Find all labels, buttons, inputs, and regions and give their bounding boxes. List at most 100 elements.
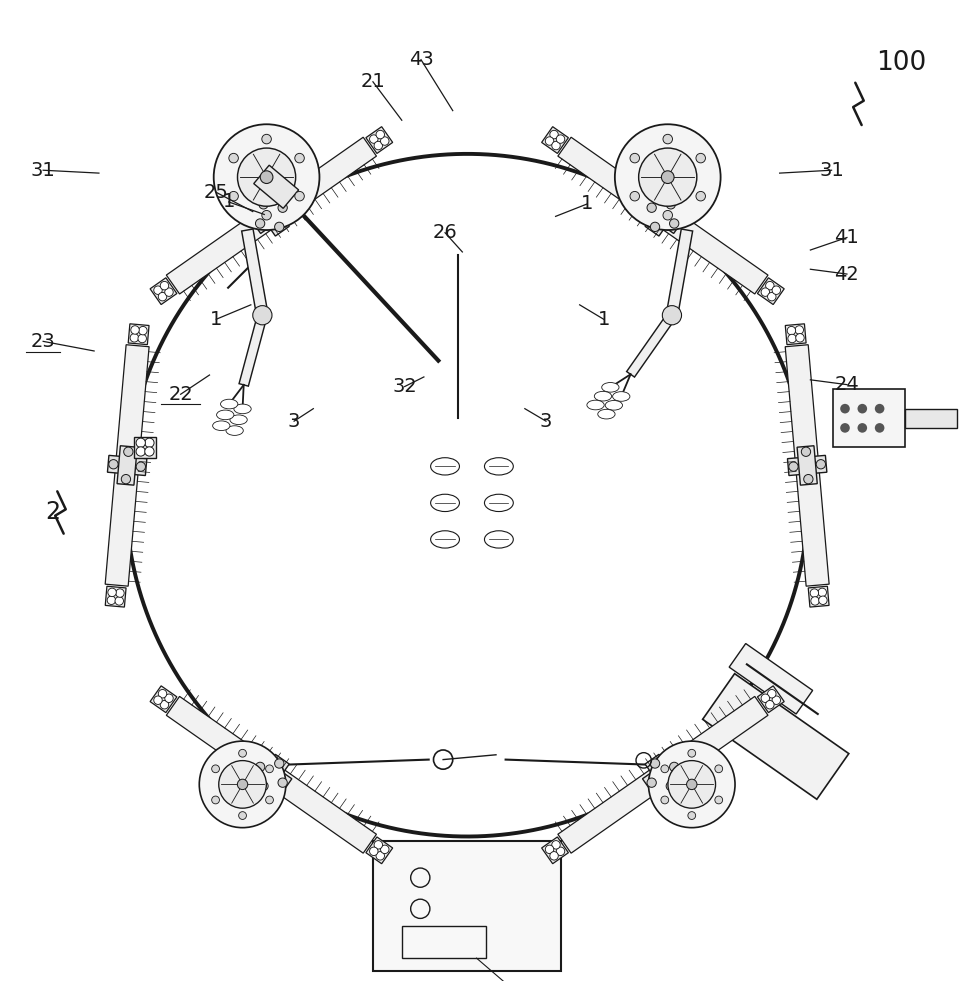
Polygon shape xyxy=(150,686,177,713)
Text: 100: 100 xyxy=(876,50,926,76)
Ellipse shape xyxy=(601,383,619,392)
Polygon shape xyxy=(797,446,817,485)
Circle shape xyxy=(237,779,248,790)
Ellipse shape xyxy=(430,494,459,512)
Circle shape xyxy=(260,171,273,183)
Polygon shape xyxy=(117,446,137,485)
Circle shape xyxy=(663,210,672,220)
Polygon shape xyxy=(703,674,849,799)
Circle shape xyxy=(715,796,722,804)
Polygon shape xyxy=(785,345,819,466)
Polygon shape xyxy=(134,437,156,458)
Polygon shape xyxy=(105,464,138,586)
Circle shape xyxy=(374,141,383,150)
Circle shape xyxy=(381,137,389,145)
Circle shape xyxy=(875,404,885,413)
Circle shape xyxy=(376,852,385,860)
Circle shape xyxy=(858,404,867,413)
Circle shape xyxy=(818,588,827,597)
Circle shape xyxy=(696,191,706,201)
Circle shape xyxy=(550,130,558,139)
Circle shape xyxy=(545,137,554,145)
Circle shape xyxy=(266,765,274,773)
Circle shape xyxy=(669,762,679,772)
Polygon shape xyxy=(757,686,784,713)
Circle shape xyxy=(649,741,735,828)
Circle shape xyxy=(295,191,305,201)
Circle shape xyxy=(796,334,805,342)
Text: 21: 21 xyxy=(361,72,385,91)
Ellipse shape xyxy=(230,415,248,425)
Ellipse shape xyxy=(234,404,251,414)
Ellipse shape xyxy=(598,409,615,419)
Text: 22: 22 xyxy=(168,385,193,404)
Polygon shape xyxy=(265,137,376,225)
Text: 42: 42 xyxy=(835,265,860,284)
Polygon shape xyxy=(642,198,684,233)
Circle shape xyxy=(789,462,798,471)
Polygon shape xyxy=(251,198,292,233)
Circle shape xyxy=(696,153,706,163)
Polygon shape xyxy=(558,137,669,225)
Circle shape xyxy=(630,191,639,201)
Circle shape xyxy=(374,841,383,849)
Polygon shape xyxy=(657,206,768,294)
Circle shape xyxy=(819,596,827,604)
Polygon shape xyxy=(757,278,784,305)
Ellipse shape xyxy=(226,426,244,435)
Circle shape xyxy=(136,447,145,456)
Circle shape xyxy=(116,589,124,597)
Text: 32: 32 xyxy=(393,377,417,396)
Bar xyxy=(401,926,485,958)
Circle shape xyxy=(768,292,777,301)
Text: 31: 31 xyxy=(819,161,844,180)
Circle shape xyxy=(164,694,173,702)
Circle shape xyxy=(556,135,565,143)
Circle shape xyxy=(550,852,558,860)
Ellipse shape xyxy=(484,494,513,512)
Circle shape xyxy=(278,778,287,787)
Ellipse shape xyxy=(595,391,611,401)
Polygon shape xyxy=(366,127,393,153)
Circle shape xyxy=(787,326,796,335)
Circle shape xyxy=(161,700,168,709)
Circle shape xyxy=(816,460,826,469)
Circle shape xyxy=(109,460,118,469)
Circle shape xyxy=(199,741,286,828)
Polygon shape xyxy=(642,757,684,793)
Polygon shape xyxy=(116,345,149,466)
Circle shape xyxy=(811,597,819,605)
Circle shape xyxy=(121,474,131,484)
Circle shape xyxy=(766,281,774,290)
Circle shape xyxy=(131,334,138,342)
Circle shape xyxy=(669,219,679,228)
Polygon shape xyxy=(366,837,393,864)
Text: 41: 41 xyxy=(835,228,860,247)
Polygon shape xyxy=(253,754,289,795)
Circle shape xyxy=(638,148,697,206)
Circle shape xyxy=(145,438,154,447)
Ellipse shape xyxy=(613,392,630,401)
Circle shape xyxy=(761,288,770,296)
Circle shape xyxy=(761,694,770,702)
Polygon shape xyxy=(166,206,278,294)
Text: 3: 3 xyxy=(288,412,301,431)
Circle shape xyxy=(229,191,239,201)
Ellipse shape xyxy=(587,400,604,410)
Circle shape xyxy=(772,696,780,704)
Circle shape xyxy=(552,141,560,150)
Polygon shape xyxy=(150,278,177,305)
Circle shape xyxy=(369,847,378,856)
Ellipse shape xyxy=(430,458,459,475)
Text: 1: 1 xyxy=(222,192,235,211)
Circle shape xyxy=(666,781,676,791)
Circle shape xyxy=(255,219,265,228)
Bar xyxy=(833,389,904,447)
Circle shape xyxy=(666,200,676,209)
Circle shape xyxy=(660,765,669,773)
Circle shape xyxy=(138,326,147,335)
Text: 26: 26 xyxy=(432,223,457,242)
Circle shape xyxy=(660,796,669,804)
Circle shape xyxy=(108,588,116,597)
Circle shape xyxy=(275,759,284,768)
